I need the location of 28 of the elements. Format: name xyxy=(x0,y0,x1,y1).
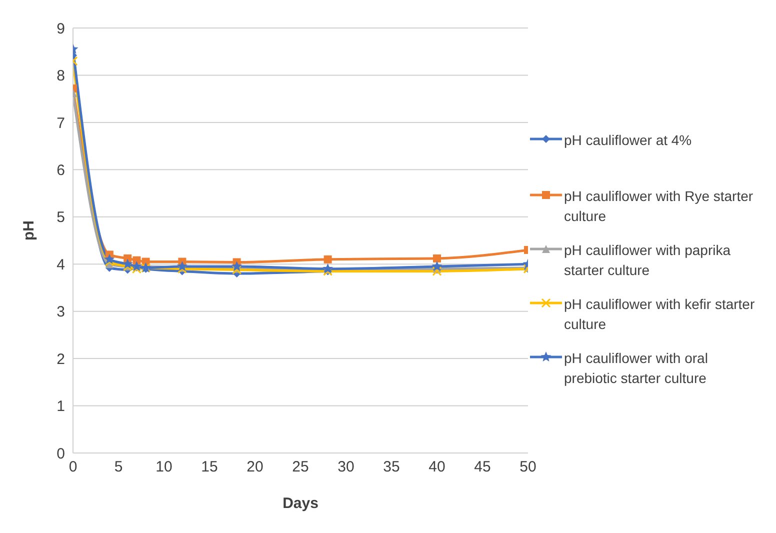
y-tick-label: 8 xyxy=(56,68,65,85)
y-tick-label: 1 xyxy=(56,398,65,416)
x-tick-label: 40 xyxy=(428,458,446,476)
x-tick-label: 30 xyxy=(338,458,354,476)
x-tick-label: 50 xyxy=(520,458,536,476)
legend-label: pH cauliflower at 4% xyxy=(564,130,692,150)
y-tick-label: 5 xyxy=(56,209,65,226)
x-tick-label: 45 xyxy=(474,458,491,476)
x-tick-label: 15 xyxy=(201,458,218,476)
x-tick-label: 20 xyxy=(246,458,264,476)
x-tick-label: 25 xyxy=(292,458,309,476)
x-axis-title: Days xyxy=(282,495,318,512)
legend-label: pH cauliflower with kefir starter culture xyxy=(564,294,756,334)
y-tick-label: 2 xyxy=(56,350,65,368)
y-tick-label: 3 xyxy=(56,304,65,321)
legend-label: pH cauliflower with paprika starter culture xyxy=(564,240,732,280)
x-tick-label: 5 xyxy=(114,458,123,476)
x-tick-label: 35 xyxy=(383,458,400,476)
x-tick-label: 10 xyxy=(156,458,172,476)
y-tick-label: 9 xyxy=(56,20,65,38)
y-tick-label: 4 xyxy=(56,256,65,274)
y-tick-label: 0 xyxy=(56,445,65,462)
legend-label: pH cauliflower with oral prebiotic starter culture xyxy=(564,348,709,388)
x-tick-label: 0 xyxy=(68,458,78,476)
y-axis-title: pH xyxy=(20,220,38,240)
legend-label: pH cauliflower with Rye starter culture xyxy=(564,186,754,226)
y-tick-label: 6 xyxy=(56,162,65,179)
y-tick-label: 7 xyxy=(56,114,65,132)
